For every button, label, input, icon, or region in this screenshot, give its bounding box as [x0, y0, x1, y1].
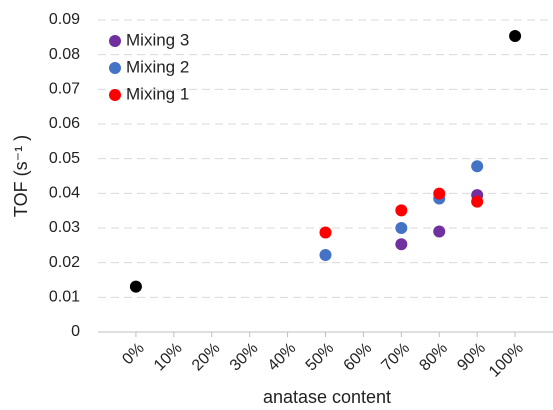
- point: [509, 29, 522, 42]
- legend-marker: [109, 35, 121, 47]
- y-tick-label: 0.07: [49, 81, 80, 98]
- point: [471, 160, 484, 173]
- legend-label: Mixing 3: [126, 30, 189, 49]
- x-tick-label: 90%: [454, 340, 489, 375]
- point: [395, 222, 408, 234]
- y-tick-label: 0.02: [49, 254, 80, 271]
- x-tick-label: 50%: [303, 340, 338, 375]
- y-tick-label: 0.04: [49, 185, 80, 202]
- x-tick-label: 20%: [189, 340, 224, 375]
- y-tick-label: 0.03: [49, 219, 80, 236]
- point: [433, 187, 446, 200]
- legend-label: Mixing 2: [126, 57, 189, 76]
- x-tick-label: 80%: [416, 340, 451, 375]
- y-tick-label: 0.06: [49, 115, 80, 132]
- x-tick-label: 100%: [486, 340, 527, 381]
- legend-marker: [109, 62, 121, 74]
- point: [129, 280, 142, 293]
- x-axis-title: anatase content: [263, 387, 391, 407]
- y-tick-label: 0.08: [49, 46, 80, 63]
- y-tick-label: 0.05: [49, 150, 80, 167]
- point: [395, 204, 408, 217]
- point: [433, 225, 446, 238]
- point: [395, 238, 408, 251]
- x-tick-label: 70%: [378, 340, 413, 375]
- x-tick-label: 0%: [119, 340, 147, 368]
- y-tick-label: 0.01: [49, 289, 80, 306]
- x-tick-label: 30%: [227, 340, 262, 375]
- y-axis-title: TOF (s⁻¹ ): [11, 135, 31, 217]
- y-tick-label: 0: [71, 323, 80, 340]
- y-tick-label: 0.09: [49, 11, 80, 28]
- legend-label: Mixing 1: [126, 84, 189, 103]
- point: [471, 195, 484, 208]
- x-tick-label: 60%: [341, 340, 376, 375]
- point: [319, 226, 332, 239]
- legend-marker: [109, 89, 121, 101]
- x-tick-label: 40%: [265, 340, 300, 375]
- point: [319, 249, 332, 262]
- x-tick-label: 10%: [151, 340, 186, 375]
